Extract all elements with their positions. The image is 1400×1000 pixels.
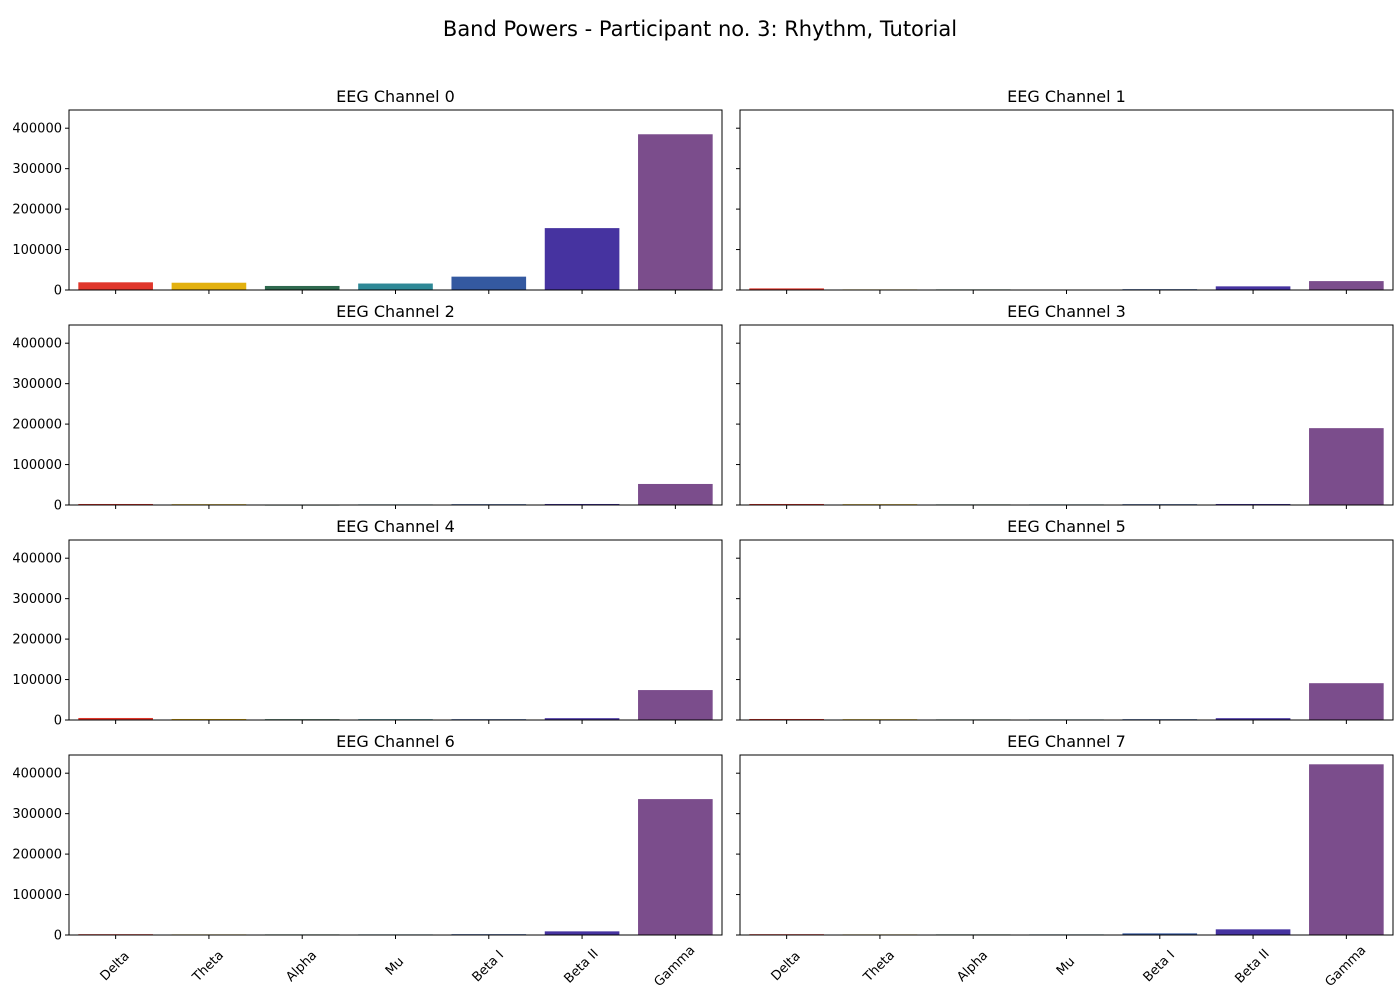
y-tick-label: 200000 [12,848,62,863]
subplot-title: EEG Channel 1 [1007,87,1126,106]
subplot-title: EEG Channel 7 [1007,732,1126,751]
bar-gamma [1309,281,1384,290]
y-tick-label: 400000 [12,122,62,137]
bar-beta-i [1122,933,1198,935]
y-tick-label: 300000 [12,162,62,177]
y-tick-label: 0 [54,284,62,299]
bar-beta-ii [1215,503,1291,505]
axes-frame [68,109,723,291]
bar-gamma [638,799,713,935]
bar-beta-i [451,276,527,290]
bar-delta [749,718,824,720]
bar-delta [78,717,153,720]
y-tick-label: 400000 [12,767,62,782]
x-tick-label: Alpha [954,948,991,985]
subplot-title: EEG Channel 4 [336,517,455,536]
axes-frame [739,109,1394,291]
subplot-channel-0: EEG Channel 0 0 100000 200000 300000 400000 [12,87,723,299]
bar-gamma [638,134,713,290]
bar-beta-ii [544,503,620,505]
y-tick-label: 300000 [12,592,62,607]
bar-gamma [1309,764,1384,935]
x-tick-label: Beta I [470,948,507,985]
y-tick-label: 0 [54,499,62,514]
bar-beta-ii [1215,718,1291,720]
axes-frame [68,539,723,721]
x-tick-label: Delta [98,949,133,984]
y-tick-label: 100000 [12,458,62,473]
x-tick-label: Beta II [562,946,602,986]
bar-gamma [1309,683,1384,720]
y-tick-label: 100000 [12,888,62,903]
y-tick-label: 0 [54,929,62,944]
figure-title: Band Powers - Participant no. 3: Rhythm,… [443,17,957,41]
subplot-title: EEG Channel 2 [336,302,455,321]
subplot-channel-4: EEG Channel 4 0 100000 200000 300000 400000 [12,517,723,729]
subplot-title: EEG Channel 5 [1007,517,1126,536]
subplot-channel-2: EEG Channel 2 0 100000 200000 300000 400000 [12,302,723,514]
bar-gamma [638,483,713,505]
subplot-channel-6: EEG Channel 6 Delta Theta Alpha Mu Beta I Beta… [12,732,723,990]
y-tick-label: 200000 [12,633,62,648]
subplot-channel-5: EEG Channel 5 [736,517,1394,724]
y-tick-label: 300000 [12,377,62,392]
bar-beta-ii [544,718,620,720]
subplot-channel-7: EEG Channel 7 Delta Theta Alpha Mu Beta I Beta… [736,732,1394,990]
x-tick-label: Theta [860,948,898,986]
x-tick-label: Mu [1054,954,1078,978]
bar-delta [749,503,824,505]
bar-delta [78,282,153,290]
x-tick-label: Delta [769,949,804,984]
axes-frame [739,539,1394,721]
bar-beta-ii [544,931,620,935]
y-tick-label: 400000 [12,337,62,352]
bar-mu [358,283,433,290]
subplot-channel-3: EEG Channel 3 [736,302,1394,509]
y-tick-label: 300000 [12,807,62,822]
x-tick-label: Mu [383,954,407,978]
x-tick-label: Beta II [1233,946,1273,986]
y-tick-label: 0 [54,714,62,729]
x-tick-label: Beta I [1141,948,1178,985]
bar-beta-ii [544,228,620,290]
subplot-channel-1: EEG Channel 1 [736,87,1394,294]
axes-frame [739,324,1394,506]
y-tick-label: 200000 [12,203,62,218]
bar-gamma [1309,428,1384,505]
bar-theta [171,718,247,720]
bar-beta-ii [1215,286,1291,290]
y-tick-label: 100000 [12,243,62,258]
x-tick-label: Alpha [283,948,320,985]
subplot-grid: EEG Channel 00100000200000300000400000EE… [12,87,1394,990]
bar-theta [171,282,247,290]
bar-beta-ii [1215,929,1291,935]
axes-frame [68,754,723,936]
y-tick-label: 400000 [12,552,62,567]
bar-alpha [264,285,340,290]
bar-delta [78,503,153,505]
axes-frame [68,324,723,506]
bar-gamma [638,690,713,720]
x-tick-label: Theta [189,948,227,986]
subplot-title: EEG Channel 3 [1007,302,1126,321]
axes-frame [739,754,1394,936]
x-tick-label: Gamma [1322,943,1369,990]
subplot-title: EEG Channel 0 [336,87,455,106]
y-tick-label: 200000 [12,418,62,433]
y-tick-label: 100000 [12,673,62,688]
bar-delta [749,288,824,290]
x-tick-label: Gamma [651,943,698,990]
subplot-title: EEG Channel 6 [336,732,455,751]
